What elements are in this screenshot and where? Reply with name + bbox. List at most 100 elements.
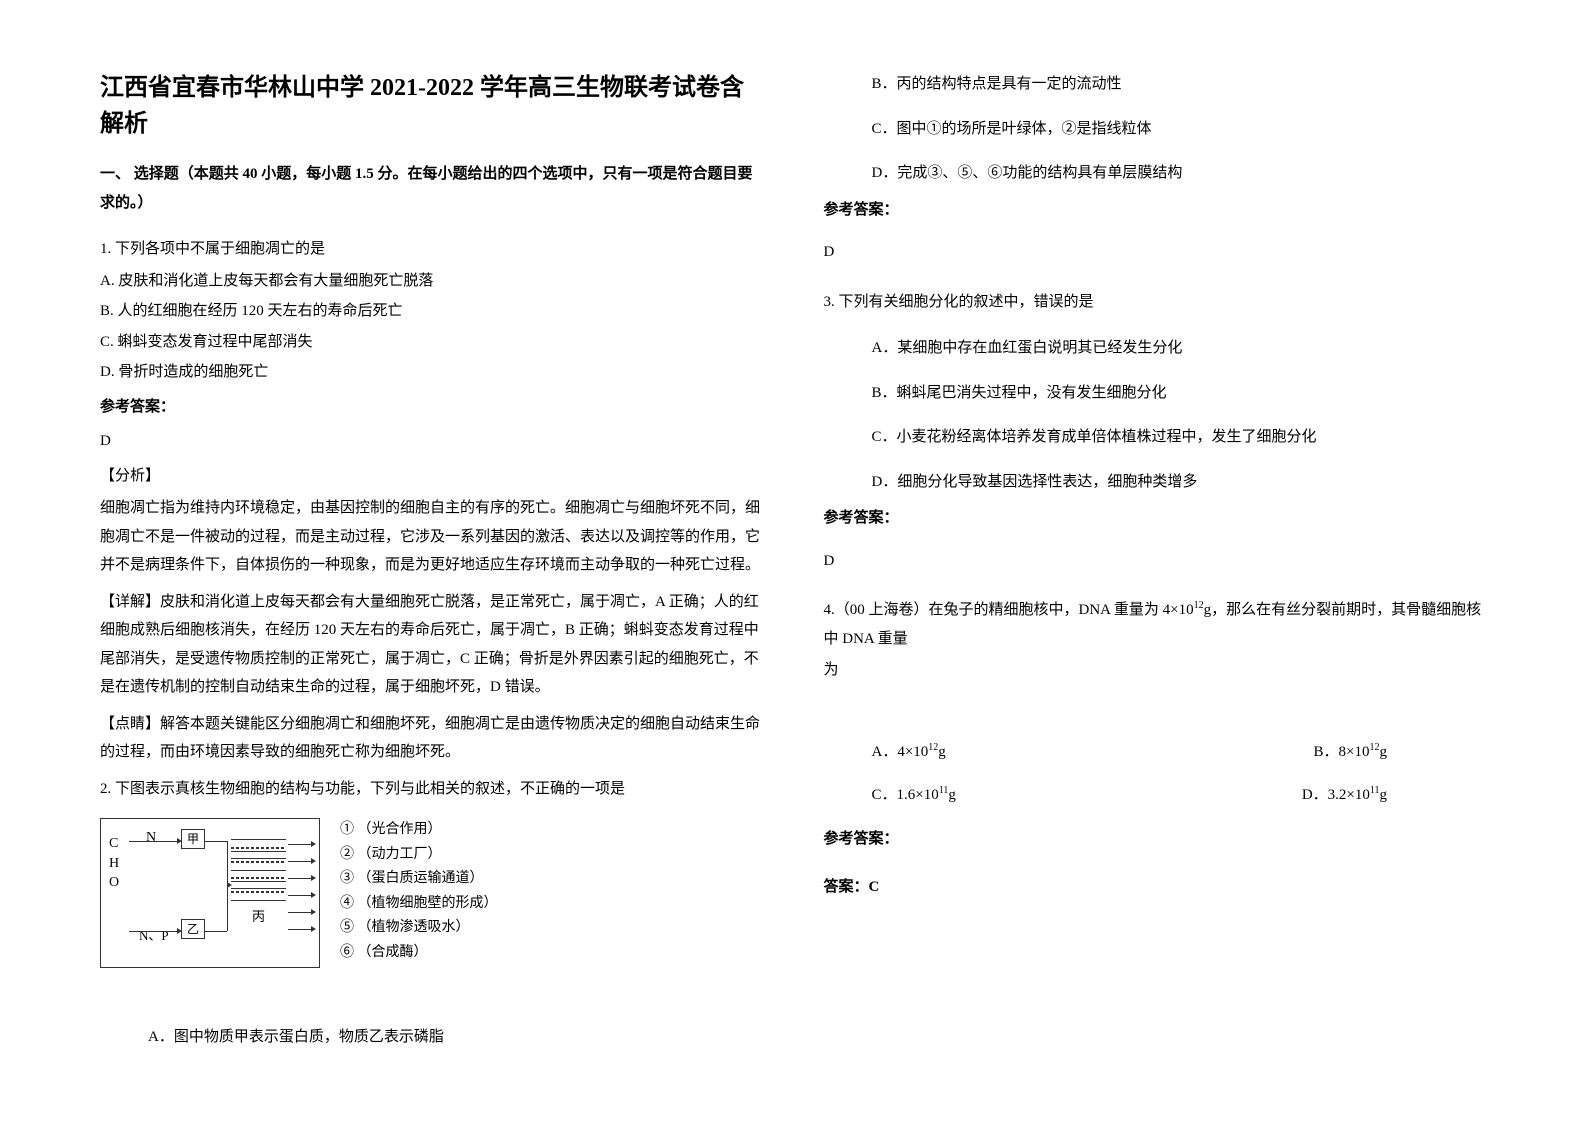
function-4: ④ （植物细胞壁的形成） bbox=[340, 892, 498, 917]
q4-opt-d: D．3.2×1011g bbox=[1302, 781, 1387, 810]
arrow-line bbox=[205, 841, 227, 842]
diagram-box: C H O N 甲 N、P 乙 bbox=[100, 818, 320, 968]
q4-optd-text: D．3.2×10 bbox=[1302, 787, 1370, 803]
q3-opt-c: C．小麦花粉经离体培养发育成单倍体植株过程中，发生了细胞分化 bbox=[824, 423, 1488, 452]
arrow-head-icon bbox=[311, 892, 316, 898]
document-title: 江西省宜春市华林山中学 2021-2022 学年高三生物联考试卷含解析 bbox=[100, 70, 764, 142]
section-header: 一、 选择题（本题共 40 小题，每小题 1.5 分。在每小题给出的四个选项中，… bbox=[100, 160, 764, 217]
q4-opta-unit: g bbox=[938, 744, 946, 760]
q4-row-cd: C．1.6×1011g D．3.2×1011g bbox=[824, 781, 1488, 810]
box-jia: 甲 bbox=[181, 829, 205, 849]
q4-optc-unit: g bbox=[948, 787, 956, 803]
q4-exp1: 12 bbox=[1194, 600, 1204, 611]
bing-label: 丙 bbox=[231, 905, 286, 930]
q4-optd-unit: g bbox=[1380, 787, 1388, 803]
function-1: ① （光合作用） bbox=[340, 818, 498, 843]
q4-opt-a: A．4×1012g bbox=[872, 738, 946, 767]
q1-answer-label: 参考答案： bbox=[100, 393, 764, 422]
q3-stem: 3. 下列有关细胞分化的叙述中，错误的是 bbox=[824, 288, 1488, 317]
q3-opt-b: B．蝌蚪尾巴消失过程中，没有发生细胞分化 bbox=[824, 379, 1488, 408]
q4-opt-c: C．1.6×1011g bbox=[872, 781, 956, 810]
bing-line bbox=[231, 877, 286, 879]
q2-opt-a: A．图中物质甲表示蛋白质，物质乙表示磷脂 bbox=[100, 1023, 764, 1052]
bing-line bbox=[231, 881, 286, 882]
q4-stem-part1: 4.（00 上海卷）在兔子的精细胞核中，DNA 重量为 4×10 bbox=[824, 602, 1194, 618]
q1-answer: D bbox=[100, 427, 764, 456]
q1-detail: 【详解】皮肤和消化道上皮每天都会有大量细胞死亡脱落，是正常死亡，属于凋亡，A 正… bbox=[100, 588, 764, 702]
arrow-line bbox=[129, 841, 179, 842]
arrow-head-icon bbox=[311, 875, 316, 881]
q2-stem: 2. 下图表示真核生物细胞的结构与功能，下列与此相关的叙述，不正确的一项是 bbox=[100, 775, 764, 804]
bing-line bbox=[231, 858, 286, 859]
q1-stem: 1. 下列各项中不属于细胞凋亡的是 bbox=[100, 235, 764, 264]
q2-opt-c: C．图中①的场所是叶绿体，②是指线粒体 bbox=[824, 115, 1488, 144]
q3-opt-a: A．某细胞中存在血红蛋白说明其已经发生分化 bbox=[824, 334, 1488, 363]
q4-optc-exp: 11 bbox=[939, 785, 949, 796]
q2-opt-b: B．丙的结构特点是具有一定的流动性 bbox=[824, 70, 1488, 99]
arrow-line bbox=[288, 878, 313, 879]
arrow-head-icon bbox=[311, 909, 316, 915]
function-list: ① （光合作用） ② （动力工厂） ③ （蛋白质运输通道） ④ （植物细胞壁的形… bbox=[340, 818, 498, 965]
arrow-line bbox=[288, 929, 313, 930]
bing-line bbox=[231, 888, 286, 889]
bing-line bbox=[231, 851, 286, 852]
bing-lines bbox=[231, 839, 286, 901]
bing-line bbox=[231, 870, 286, 871]
q1-opt-d: D. 骨折时造成的细胞死亡 bbox=[100, 358, 764, 387]
bing-line bbox=[231, 861, 286, 863]
box-yi: 乙 bbox=[181, 919, 205, 939]
q1-analysis-label: 【分析】 bbox=[100, 462, 764, 491]
letter-h: H bbox=[109, 854, 119, 874]
q3-answer: D bbox=[824, 547, 1488, 576]
letter-n: N bbox=[146, 825, 156, 852]
function-6: ⑥ （合成酶） bbox=[340, 941, 498, 966]
arrow-line bbox=[288, 844, 313, 845]
function-2: ② （动力工厂） bbox=[340, 843, 498, 868]
q4-optb-text: B．8×10 bbox=[1314, 744, 1370, 760]
arrow-head-icon bbox=[311, 858, 316, 864]
q1-opt-b: B. 人的红细胞在经历 120 天左右的寿命后死亡 bbox=[100, 297, 764, 326]
q4-stem-part3: 为 bbox=[824, 656, 1488, 685]
q2-diagram: C H O N 甲 N、P 乙 bbox=[100, 818, 764, 968]
q3-answer-label: 参考答案： bbox=[824, 504, 1488, 533]
q4-stem: 4.（00 上海卷）在兔子的精细胞核中，DNA 重量为 4×1012g，那么在有… bbox=[824, 596, 1488, 653]
q1-analysis: 细胞凋亡指为维持内环境稳定，由基因控制的细胞自主的有序的死亡。细胞凋亡与细胞坏死… bbox=[100, 494, 764, 580]
q4-row-ab: A．4×1012g B．8×1012g bbox=[824, 738, 1488, 767]
q4-optd-exp: 11 bbox=[1370, 785, 1380, 796]
q4-optb-unit: g bbox=[1380, 744, 1388, 760]
arrow-line bbox=[288, 895, 313, 896]
q4-optc-text: C．1.6×10 bbox=[872, 787, 939, 803]
q1-opt-a: A. 皮肤和消化道上皮每天都会有大量细胞死亡脱落 bbox=[100, 267, 764, 296]
q4-answer-label: 参考答案： bbox=[824, 825, 1488, 854]
arrow-head-icon bbox=[311, 841, 316, 847]
q2-opt-d: D．完成③、⑤、⑥功能的结构具有单层膜结构 bbox=[824, 159, 1488, 188]
letter-c: C bbox=[109, 834, 119, 854]
q2-answer-label: 参考答案： bbox=[824, 196, 1488, 225]
right-column: B．丙的结构特点是具有一定的流动性 C．图中①的场所是叶绿体，②是指线粒体 D．… bbox=[824, 70, 1488, 1052]
bing-line bbox=[231, 839, 286, 840]
bing-line bbox=[231, 900, 286, 901]
letter-o: O bbox=[109, 873, 119, 893]
bing-container: 丙 bbox=[231, 839, 286, 930]
q2-answer: D bbox=[824, 238, 1488, 267]
q4-opta-text: A．4×10 bbox=[872, 744, 929, 760]
function-3: ③ （蛋白质运输通道） bbox=[340, 867, 498, 892]
q1-tip: 【点睛】解答本题关键能区分细胞凋亡和细胞坏死，细胞凋亡是由遗传物质决定的细胞自动… bbox=[100, 710, 764, 767]
diagram-letters: C H O bbox=[109, 834, 119, 893]
q4-opta-exp: 12 bbox=[928, 742, 938, 753]
q3-opt-d: D．细胞分化导致基因选择性表达，细胞种类增多 bbox=[824, 468, 1488, 497]
q1-opt-c: C. 蝌蚪变态发育过程中尾部消失 bbox=[100, 328, 764, 357]
arrow-line bbox=[205, 931, 227, 932]
q4-optb-exp: 12 bbox=[1370, 742, 1380, 753]
q4-answer: 答案：C bbox=[824, 873, 1488, 902]
function-5: ⑤ （植物渗透吸水） bbox=[340, 916, 498, 941]
arrow-line bbox=[288, 861, 313, 862]
bing-line bbox=[231, 847, 286, 849]
left-column: 江西省宜春市华林山中学 2021-2022 学年高三生物联考试卷含解析 一、 选… bbox=[100, 70, 764, 1052]
bing-line bbox=[231, 891, 286, 893]
arrow-line bbox=[129, 931, 179, 932]
np-text: N、P bbox=[139, 924, 169, 949]
arrow-line bbox=[288, 912, 313, 913]
arrow-head-icon bbox=[311, 926, 316, 932]
q4-opt-b: B．8×1012g bbox=[1314, 738, 1387, 767]
